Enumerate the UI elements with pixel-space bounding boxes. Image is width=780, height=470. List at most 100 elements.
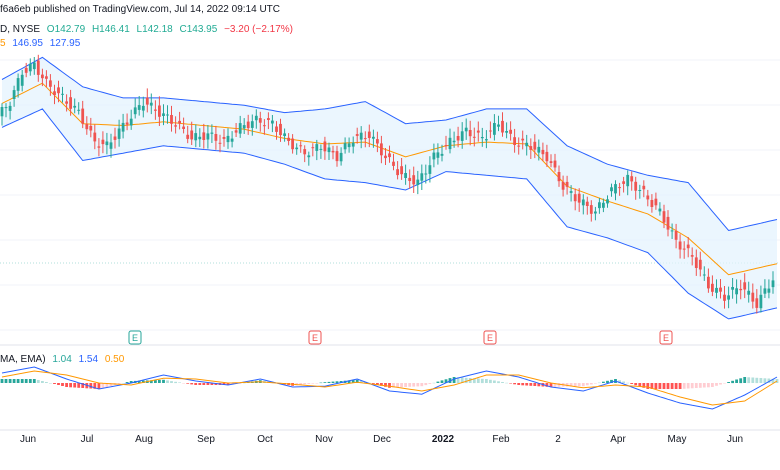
macd-hist-bar [565, 383, 569, 387]
candle [751, 283, 755, 309]
candle [594, 206, 597, 221]
candle [771, 271, 775, 294]
candle [226, 128, 230, 149]
candle [174, 116, 177, 134]
macd-hist-bar [707, 383, 710, 388]
macd-hist-bar [646, 383, 650, 389]
macd-line-value: 1.54 [78, 354, 99, 365]
candle [376, 131, 379, 153]
candle [404, 164, 407, 185]
candle [246, 114, 250, 135]
candle [428, 156, 432, 183]
macd-hist-bar [666, 383, 670, 389]
candle [202, 123, 206, 149]
macd-hist-bar [763, 378, 767, 384]
candle [723, 286, 726, 309]
macd-legend[interactable]: MA, EMA) 1.04 1.54 0.50 [0, 354, 128, 365]
bb-upper-value: 146.95 [12, 38, 43, 49]
macd-hist-bar [327, 381, 331, 383]
candle [707, 268, 710, 293]
earnings-marker[interactable]: E [483, 330, 497, 345]
macd-hist-bar [634, 383, 638, 386]
candle [65, 94, 68, 112]
macd-hist-bar [323, 382, 327, 383]
candle [565, 175, 569, 195]
macd-hist-bar [137, 380, 141, 383]
candle [505, 122, 508, 139]
macd-hist-bar [747, 377, 751, 384]
x-axis-label: Nov [315, 434, 333, 445]
macd-hist-bar [20, 379, 24, 383]
macd-hist-bar [493, 380, 496, 383]
macd-hist-bar [194, 383, 198, 385]
bollinger-band-fill [2, 57, 777, 319]
macd-hist-bar [45, 382, 48, 383]
candle [275, 121, 278, 140]
candle [400, 158, 403, 180]
earnings-marker[interactable]: E [659, 330, 673, 345]
candle [670, 223, 674, 239]
macd-hist-bar [97, 383, 101, 389]
x-axis-label: Jul [81, 434, 94, 445]
macd-hist-bar [186, 383, 190, 384]
candle [327, 142, 331, 160]
macd-hist-bar [347, 380, 351, 383]
x-axis-label: Apr [610, 434, 626, 445]
candle [343, 137, 347, 154]
candle [602, 198, 605, 213]
candle [759, 285, 763, 313]
candle [303, 145, 307, 163]
macd-hist-bar [32, 379, 36, 383]
earnings-marker[interactable]: E [128, 330, 142, 345]
candle [57, 80, 60, 103]
candle [271, 115, 274, 133]
macd-hist-bar [444, 379, 448, 383]
candle [250, 114, 254, 136]
candle [549, 154, 553, 168]
candle [182, 117, 185, 134]
macd-hist-bar [674, 383, 678, 389]
earnings-marker-label: E [487, 333, 493, 343]
macd-hist-bar [460, 377, 464, 383]
macd-hist-bar [606, 380, 609, 383]
x-axis-label: 2022 [432, 434, 455, 445]
candle [32, 57, 36, 75]
macd-hist-bar [670, 383, 674, 389]
candle [323, 136, 327, 160]
candle [682, 241, 686, 259]
macd-hist-bar [93, 383, 97, 389]
candle [509, 121, 512, 141]
candle [698, 251, 702, 277]
candle [351, 136, 355, 154]
candle [460, 122, 464, 149]
macd-hist-bar [767, 378, 771, 383]
bb-lower-value: 127.95 [49, 38, 81, 49]
macd-hist-bar [602, 381, 605, 383]
macd-hist-bar [117, 383, 121, 384]
macd-hist-bar [109, 383, 113, 386]
macd-hist-bar [174, 381, 177, 384]
price-legend[interactable]: D, NYSE O142.79 H146.41 L142.18 C143.95 … [0, 24, 297, 35]
candle [222, 129, 226, 147]
earnings-marker[interactable]: E [308, 330, 322, 345]
macd-hist-bar [162, 379, 165, 383]
x-axis-label: Jun [20, 434, 36, 445]
macd-hist-bar [557, 383, 561, 387]
bb-legend[interactable]: 5 146.95 127.95 [0, 38, 84, 49]
candle [319, 144, 323, 159]
macd-hist-bar [210, 383, 214, 385]
candle [335, 145, 339, 167]
macd-hist-bar [525, 383, 529, 386]
macd-hist-bar [545, 383, 549, 387]
candle [622, 176, 625, 193]
candle [727, 286, 730, 309]
macd-hist-bar [694, 383, 698, 388]
macd-hist-bar [226, 383, 230, 385]
candle [8, 101, 12, 120]
signal-line [1, 370, 778, 406]
macd-hist-bar [642, 383, 646, 388]
macd-hist-bar [537, 383, 541, 387]
candle [380, 135, 383, 164]
